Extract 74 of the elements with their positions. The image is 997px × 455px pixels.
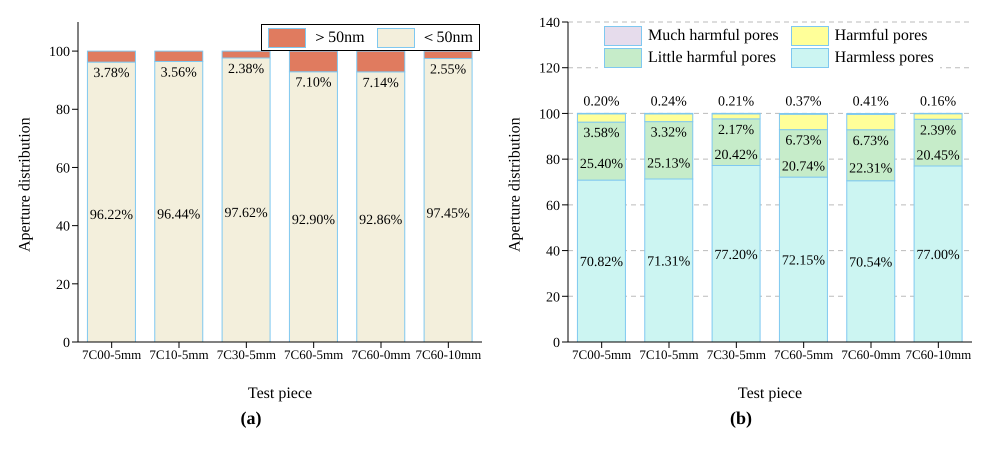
data-label: 0.21%	[718, 94, 755, 110]
data-label: 2.39%	[920, 123, 957, 138]
y-tick-label: 60	[546, 198, 560, 214]
y-tick-label: 0	[553, 336, 560, 351]
data-label: 2.38%	[228, 62, 265, 78]
legend-label: ＜50nm	[420, 28, 473, 48]
data-label: 97.62%	[224, 206, 268, 222]
x-tick-label: 7C60-10mm	[415, 347, 482, 362]
data-label: 0.41%	[852, 94, 890, 110]
data-label: 92.86%	[359, 212, 403, 228]
data-label: 77.20%	[714, 248, 758, 263]
data-label: 2.17%	[718, 122, 755, 138]
y-tick-label: 20	[56, 278, 70, 293]
data-label: 7.10%	[295, 76, 332, 91]
data-label: 97.45%	[426, 206, 470, 222]
legend-label: Little harmful pores	[648, 49, 776, 67]
y-axis-title: Aperture distribution	[16, 117, 34, 252]
y-tick-label: 100	[49, 45, 70, 60]
legend-label: Much harmful pores	[648, 27, 779, 45]
y-tick-label: 80	[56, 103, 70, 118]
y-tick-label: 80	[546, 153, 560, 168]
data-label: 3.58%	[583, 126, 620, 142]
data-label: 0.24%	[650, 94, 688, 110]
data-label: 96.22%	[90, 208, 134, 224]
x-tick-label: 7C60-5mm	[284, 347, 344, 362]
text: (a)	[240, 408, 262, 429]
y-tick-label: 140	[539, 16, 560, 31]
x-tick-label: 7C30-5mm	[706, 347, 766, 362]
y-tick-label: 60	[56, 161, 70, 176]
x-tick-label: 7C60-0mm	[351, 347, 411, 362]
x-tick-label: 7C00-5mm	[572, 347, 632, 362]
data-label: 3.78%	[93, 66, 130, 82]
y-tick-label: 100	[539, 107, 560, 122]
y-tick-label: 20	[546, 290, 560, 306]
data-label: 0.16%	[920, 94, 957, 110]
y-tick-label: 40	[546, 244, 560, 260]
data-label: 72.15%	[782, 254, 826, 269]
text: (b)	[729, 408, 753, 429]
data-label: 6.73%	[852, 134, 890, 149]
data-label: 20.42%	[714, 148, 758, 164]
data-label: 0.20%	[583, 94, 620, 110]
y-axis-title: Aperture distribution	[506, 117, 524, 252]
data-label: 25.40%	[580, 157, 624, 172]
data-label: 22.31%	[849, 161, 893, 176]
data-label: 92.90%	[292, 212, 336, 228]
data-label: 2.55%	[430, 62, 467, 78]
data-label: 0.37%	[785, 94, 822, 110]
data-label: 3.56%	[160, 65, 198, 80]
x-tick-label: 7C60-10mm	[905, 347, 972, 362]
data-label: 7.14%	[362, 76, 400, 91]
y-tick-label: 0	[63, 336, 70, 351]
y-tick-label: 40	[56, 220, 70, 235]
data-label: 77.00%	[916, 248, 960, 263]
x-tick-label: 7C60-5mm	[774, 347, 834, 362]
x-axis-title: Test piece	[738, 385, 802, 402]
data-label: 25.13%	[647, 156, 691, 172]
x-tick-label: 7C60-0mm	[841, 347, 901, 362]
data-label: 20.74%	[782, 159, 826, 174]
x-tick-label: 7C10-5mm	[639, 347, 699, 362]
data-label: 70.54%	[849, 255, 893, 270]
data-label: 6.73%	[785, 134, 822, 149]
data-label: 70.82%	[580, 255, 624, 270]
y-tick-label: 120	[539, 62, 560, 77]
data-label: 71.31%	[647, 254, 691, 270]
x-tick-label: 7C10-5mm	[149, 347, 209, 362]
data-label: 96.44%	[157, 208, 201, 223]
x-tick-label: 7C00-5mm	[82, 347, 142, 362]
legend-label: Harmful pores	[834, 27, 928, 45]
legend-label: Harmless pores	[834, 49, 934, 67]
data-label: 3.32%	[650, 126, 688, 141]
legend-label: ＞50nm	[312, 28, 365, 48]
data-label: 20.45%	[916, 148, 960, 164]
x-tick-label: 7C30-5mm	[216, 347, 276, 362]
x-axis-title: Test piece	[248, 385, 312, 402]
